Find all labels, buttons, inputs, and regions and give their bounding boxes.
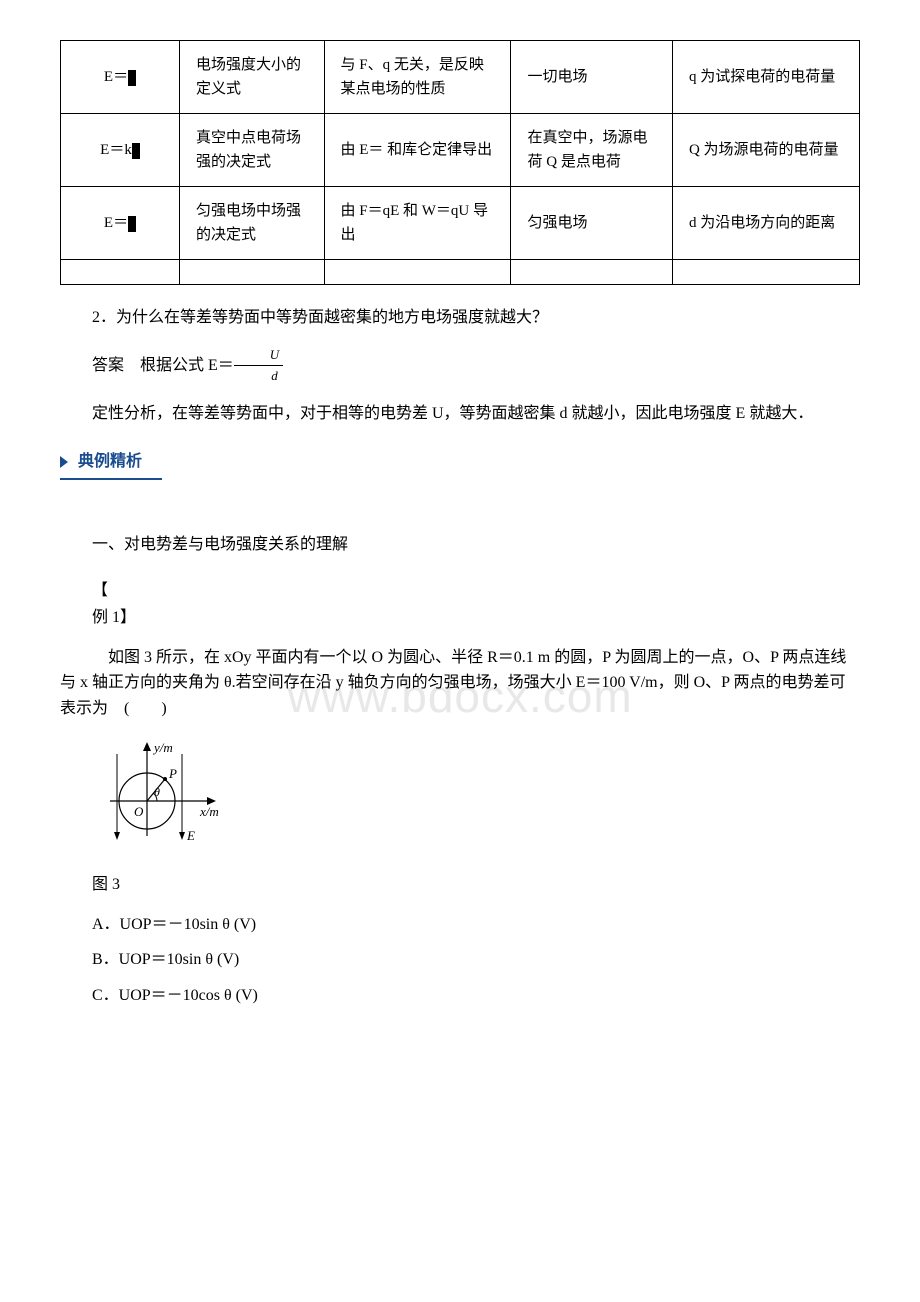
figure-3-diagram: y/m x/m O P θ E — [92, 736, 860, 865]
theta-label: θ — [154, 785, 160, 799]
note-cell: d 为沿电场方向的距离 — [672, 187, 859, 260]
scope-cell: 匀强电场 — [511, 187, 672, 260]
section-header: 典例精析 — [60, 445, 860, 481]
analysis-text: 定性分析，在等差等势面中，对于相等的电势差 U，等势面越密集 d 就越小，因此电… — [60, 401, 860, 427]
fraction-denominator: d — [234, 366, 283, 387]
note-cell: q 为试探电荷的电荷量 — [672, 41, 859, 114]
example-label: 例 1】 — [60, 605, 860, 631]
y-axis-label: y/m — [152, 740, 173, 755]
question-text: 为什么在等差等势面中等势面越密集的地方电场强度就越大？ — [116, 309, 548, 326]
derivation-cell: 由 E＝ 和库仑定律导出 — [324, 114, 511, 187]
figure-label: 图 3 — [60, 872, 860, 898]
formula-cell: E＝ — [61, 187, 180, 260]
answer-line: 答案 根据公式 E＝Ud — [60, 345, 860, 388]
table-row: E＝k 真空中点电荷场强的决定式 由 E＝ 和库仑定律导出 在真空中，场源电荷 … — [61, 114, 860, 187]
black-box-icon — [128, 216, 136, 232]
note-cell: Q 为场源电荷的电荷量 — [672, 114, 859, 187]
desc-cell: 电场强度大小的定义式 — [180, 41, 325, 114]
black-box-icon — [132, 143, 140, 159]
desc-cell: 真空中点电荷场强的决定式 — [180, 114, 325, 187]
fraction: Ud — [234, 345, 283, 388]
derivation-cell: 与 F、q 无关，是反映某点电场的性质 — [324, 41, 511, 114]
p-label: P — [168, 766, 177, 781]
question-2: 2．为什么在等差等势面中等势面越密集的地方电场强度就越大？ — [60, 305, 860, 331]
table-row: E＝ 电场强度大小的定义式 与 F、q 无关，是反映某点电场的性质 一切电场 q… — [61, 41, 860, 114]
example-text: 如图 3 所示，在 xOy 平面内有一个以 O 为圆心、半径 R＝0.1 m 的… — [60, 645, 860, 722]
formula-text: E＝ — [104, 69, 128, 85]
example-bracket: 【 — [60, 578, 860, 604]
question-number: 2． — [92, 309, 116, 326]
formula-table: E＝ 电场强度大小的定义式 与 F、q 无关，是反映某点电场的性质 一切电场 q… — [60, 40, 860, 285]
option-c: C．UOP＝－10cos θ (V) — [60, 983, 860, 1009]
derivation-cell: 由 F＝qE 和 W＝qU 导出 — [324, 187, 511, 260]
desc-cell: 匀强电场中场强的决定式 — [180, 187, 325, 260]
heading-a: 一、对电势差与电场强度关系的理解 — [60, 532, 860, 558]
black-box-icon — [128, 70, 136, 86]
section-header-text: 典例精析 — [78, 453, 142, 470]
origin-label: O — [134, 804, 144, 819]
triangle-icon — [60, 456, 68, 468]
formula-text: E＝ — [104, 215, 128, 231]
formula-text: E＝k — [100, 142, 132, 158]
formula-cell: E＝k — [61, 114, 180, 187]
option-a: A．UOP＝－10sin θ (V) — [60, 912, 860, 938]
table-row-empty — [61, 260, 860, 285]
fraction-numerator: U — [234, 345, 283, 367]
e-field-label: E — [186, 828, 195, 843]
scope-cell: 一切电场 — [511, 41, 672, 114]
formula-cell: E＝ — [61, 41, 180, 114]
x-axis-label: x/m — [199, 804, 219, 819]
table-row: E＝ 匀强电场中场强的决定式 由 F＝qE 和 W＝qU 导出 匀强电场 d 为… — [61, 187, 860, 260]
option-b: B．UOP＝10sin θ (V) — [60, 947, 860, 973]
answer-label: 答案 根据公式 E＝ — [92, 357, 234, 374]
scope-cell: 在真空中，场源电荷 Q 是点电荷 — [511, 114, 672, 187]
